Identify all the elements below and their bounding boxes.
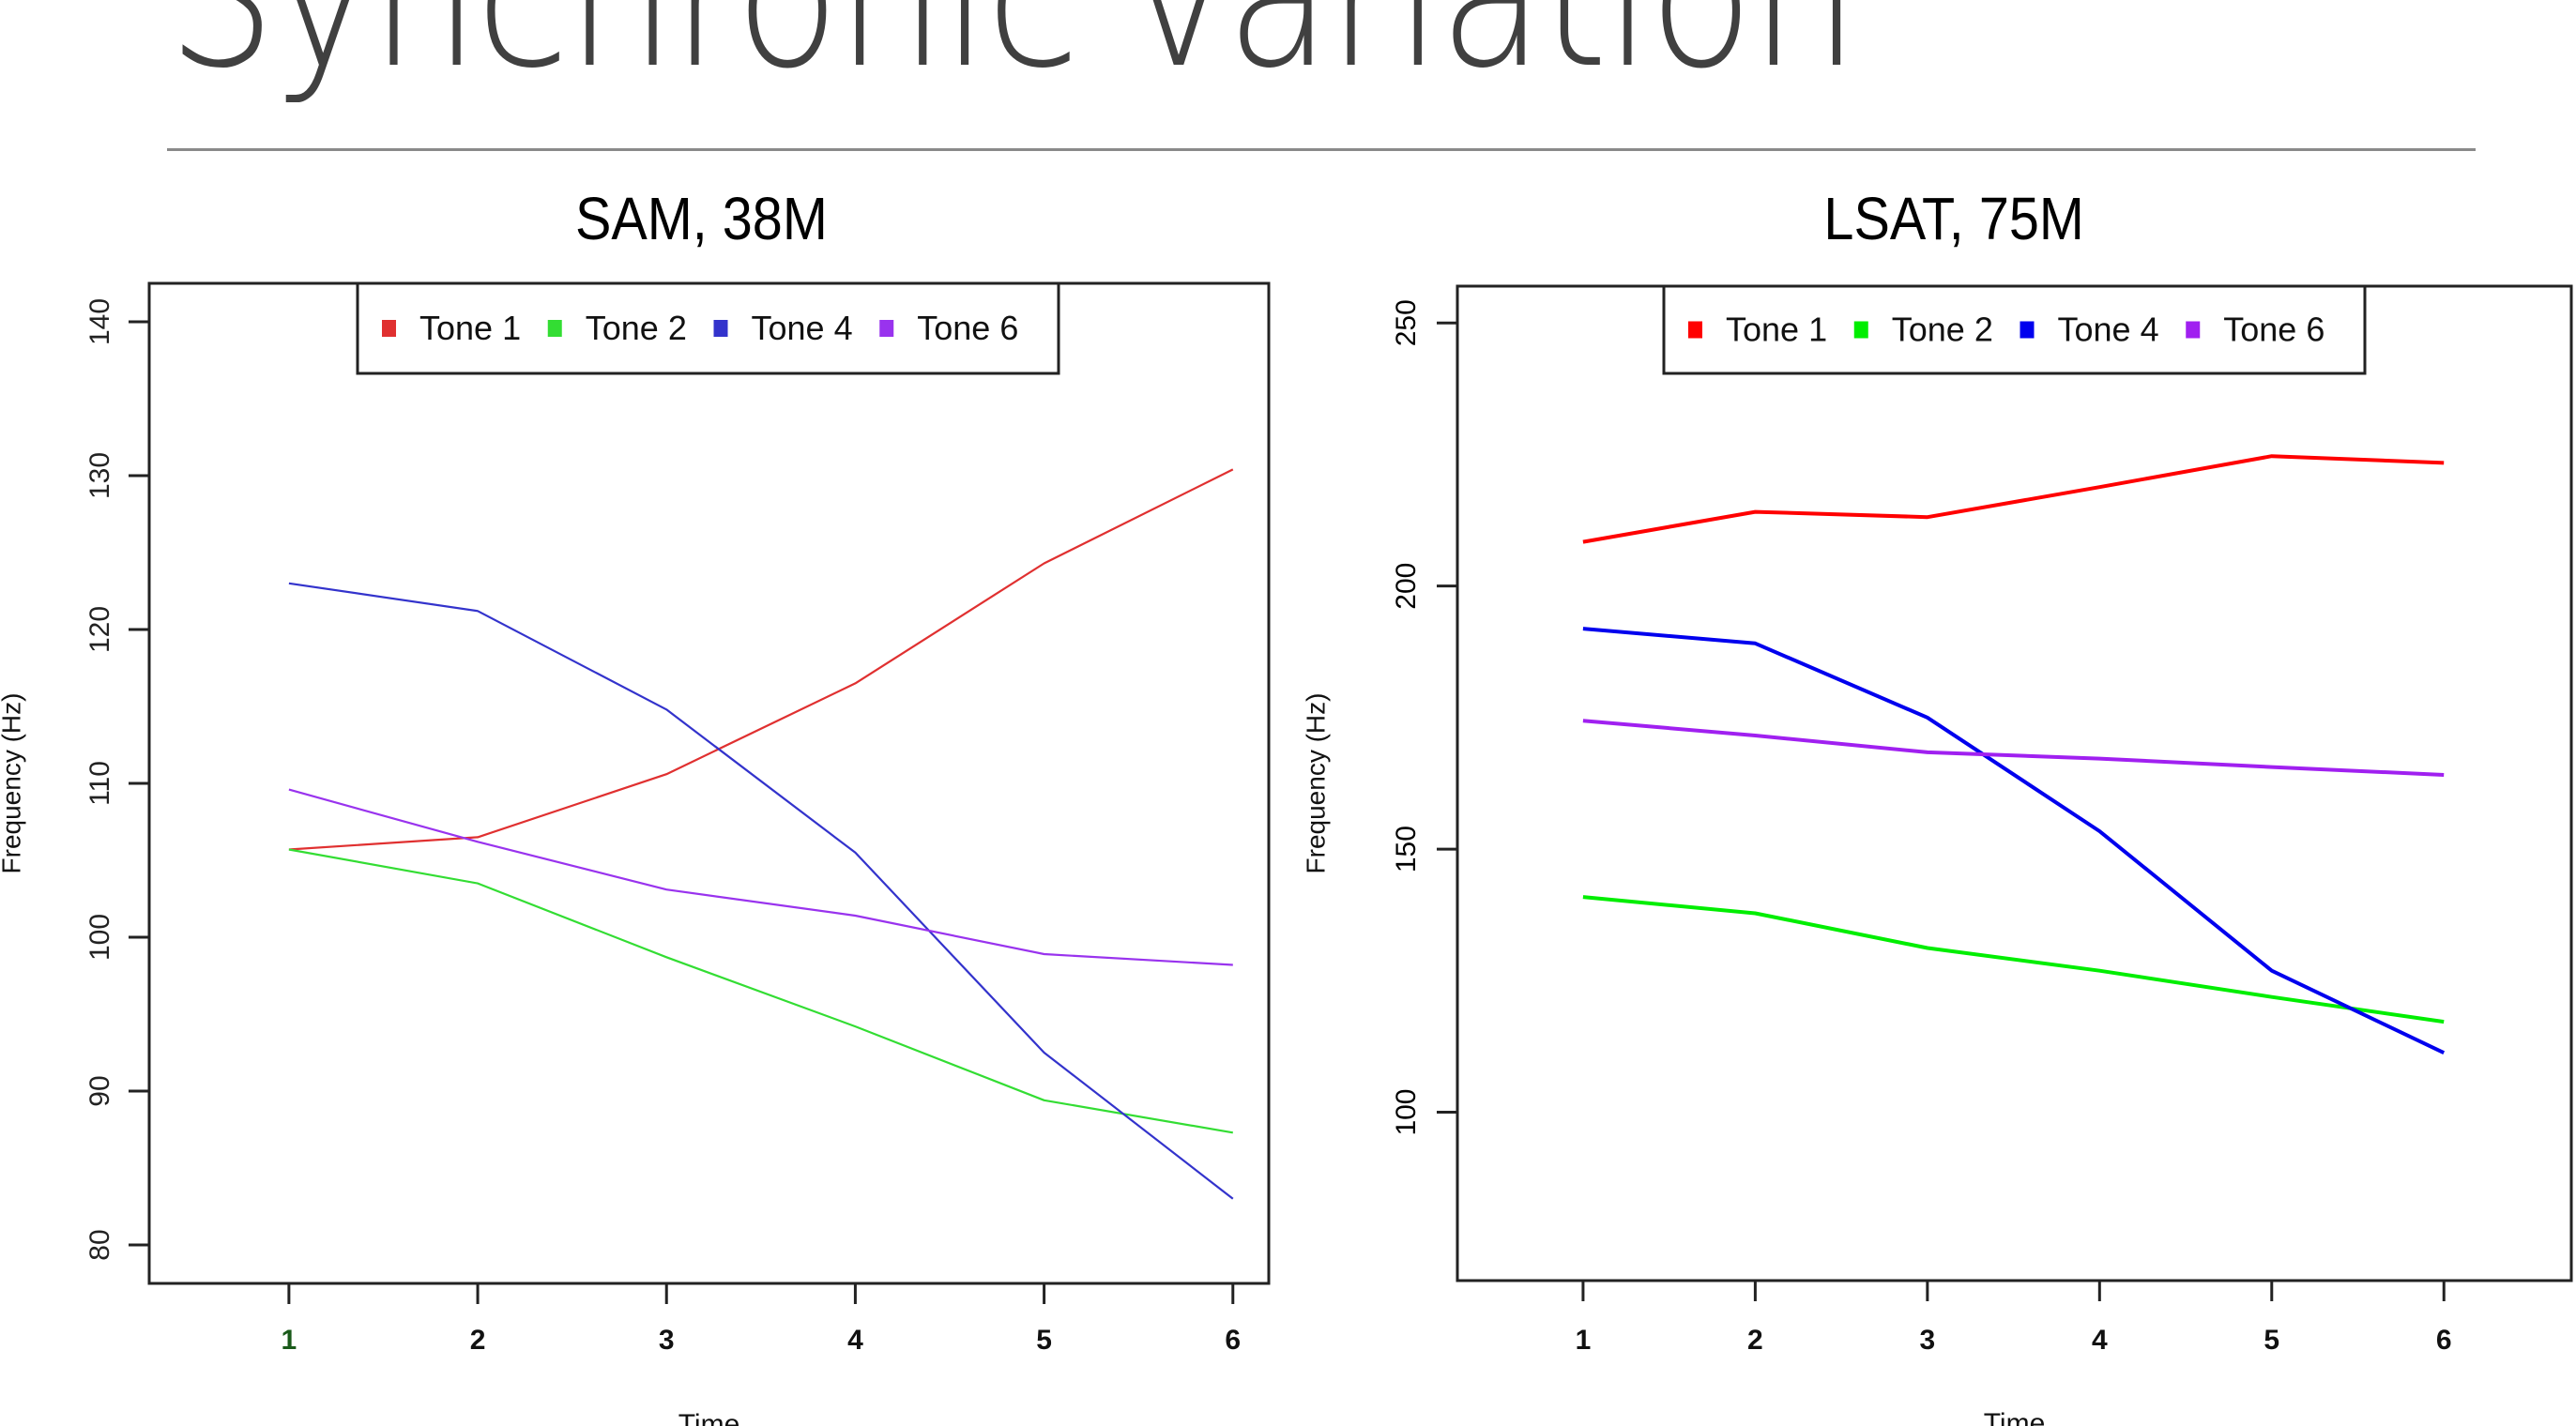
legend-box [356,281,1060,375]
series-line-tone-6 [288,788,1233,966]
legend-swatch [1853,321,1868,339]
x-tick-label: 5 [1036,1325,1052,1356]
y-axis-title: Frequency (Hz) [1301,693,1330,874]
chart-title-lsat: LSAT, 75M [1823,185,2084,252]
legend-label: Tone 1 [1726,311,1827,349]
y-tick-label: 140 [84,298,115,345]
x-tick-label: 2 [1747,1325,1763,1356]
chart-title-sam: SAM, 38M [574,185,828,252]
plot-frame [1456,284,2573,1282]
series-line-tone-1 [1582,454,2445,544]
title-divider [167,148,2476,151]
x-tick-label: 4 [2092,1325,2108,1356]
y-tick-label: 110 [84,761,115,806]
y-tick-label: 100 [1391,1088,1422,1135]
legend-swatch [713,320,728,337]
legend-label: Tone 4 [752,309,853,347]
x-axis-title: Time [678,1409,740,1426]
legend-box [1662,284,2367,375]
legend-label: Tone 6 [917,309,1018,347]
series-line-tone-1 [288,468,1234,851]
legend-swatch [547,320,562,337]
y-tick-label: 80 [84,1229,115,1260]
y-tick-label: 250 [1391,299,1422,346]
legend-swatch [879,320,894,337]
legend-swatch [2020,321,2035,339]
legend-swatch [2186,321,2201,339]
x-tick-label: 6 [1225,1325,1241,1356]
y-tick-label: 120 [84,606,115,653]
legend-swatch [382,320,396,337]
x-tick-label: 2 [470,1325,486,1356]
series-line-tone-2 [1582,895,2445,1024]
legend-label: Tone 4 [2058,311,2159,349]
x-tick-label: 1 [1576,1325,1592,1356]
x-axis-title: Time [1984,1408,2046,1426]
x-tick-label: 5 [2264,1325,2279,1356]
x-tick-label: 3 [659,1325,675,1356]
series-line-tone-2 [288,848,1233,1134]
legend-label: Tone 1 [419,309,521,347]
y-tick-label: 100 [84,914,115,961]
x-tick-label: 1 [282,1325,297,1356]
slide-title: Synchronic variation [167,0,1859,96]
y-tick-label: 90 [84,1075,115,1106]
legend-swatch [1688,321,1702,339]
series-line-tone-6 [1582,719,2445,777]
x-tick-label: 4 [847,1325,863,1356]
x-tick-label: 6 [2436,1325,2452,1356]
y-axis-title: Frequency (Hz) [0,693,25,874]
x-tick-label: 3 [1920,1325,1936,1356]
series-line-tone-4 [288,582,1234,1200]
legend-label: Tone 2 [586,309,687,347]
chart-sam: 80 90 100 110 120 130 140 1 2 3 4 5 6 Frequency (Hz) T… [0,281,1271,1426]
y-tick-label: 200 [1391,563,1422,610]
y-tick-label: 150 [1391,826,1422,872]
legend-label: Tone 6 [2223,311,2324,349]
legend-label: Tone 2 [1892,311,1993,349]
series-line-tone-4 [1582,627,2446,1055]
y-tick-label: 130 [84,452,115,499]
